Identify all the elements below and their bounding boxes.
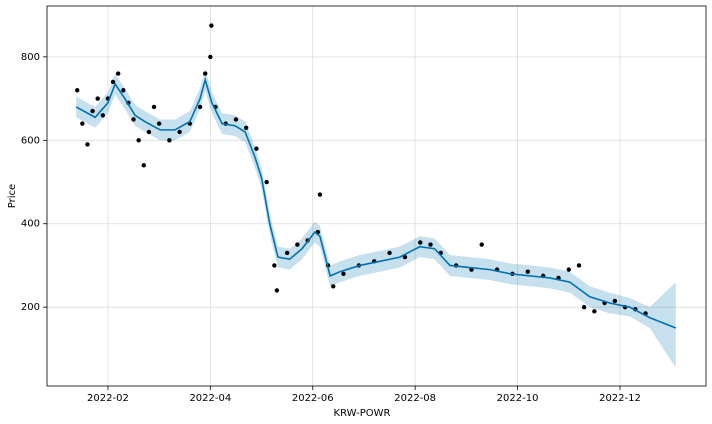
observation bbox=[272, 263, 277, 268]
observation bbox=[208, 54, 213, 60]
observation bbox=[167, 138, 172, 143]
observation bbox=[121, 88, 126, 93]
observation bbox=[317, 192, 323, 197]
observation bbox=[581, 304, 587, 310]
observation bbox=[284, 250, 290, 256]
observation bbox=[566, 267, 571, 272]
observation bbox=[156, 121, 162, 126]
observation bbox=[80, 121, 85, 126]
x-axis-label: KRW-POWR bbox=[334, 408, 391, 419]
observation bbox=[295, 242, 300, 247]
y-tick-label: 400 bbox=[21, 219, 40, 230]
observation bbox=[592, 309, 597, 314]
observation bbox=[100, 113, 106, 118]
observation bbox=[274, 288, 280, 293]
observation bbox=[75, 88, 80, 93]
observation bbox=[197, 104, 203, 110]
observation bbox=[151, 104, 157, 110]
observation bbox=[90, 108, 95, 114]
observation bbox=[146, 129, 152, 135]
uncertainty-band bbox=[76, 69, 676, 368]
observation bbox=[576, 263, 582, 268]
y-tick-label: 200 bbox=[21, 302, 40, 313]
observation bbox=[209, 23, 214, 28]
observation bbox=[203, 71, 208, 76]
forecast-line bbox=[75, 76, 677, 329]
x-tick-label: 2022-04 bbox=[189, 393, 231, 404]
observation bbox=[136, 138, 141, 143]
observation bbox=[612, 298, 618, 304]
observation bbox=[428, 242, 433, 247]
plot-frame bbox=[46, 5, 707, 387]
x-tick-label: 2022-12 bbox=[599, 393, 641, 404]
observation bbox=[479, 242, 484, 247]
observation bbox=[331, 284, 336, 289]
observation bbox=[254, 146, 259, 151]
observation bbox=[402, 254, 408, 260]
observation bbox=[115, 71, 121, 76]
x-tick-label: 2022-06 bbox=[292, 393, 334, 404]
observation bbox=[264, 179, 269, 185]
observation bbox=[418, 240, 423, 245]
observation bbox=[341, 271, 346, 276]
observation bbox=[177, 129, 182, 135]
observation bbox=[243, 125, 249, 131]
y-tick-label: 800 bbox=[21, 52, 40, 63]
observation bbox=[110, 79, 116, 85]
y-tick-label: 600 bbox=[21, 135, 40, 146]
observation bbox=[95, 96, 100, 101]
observation bbox=[85, 142, 90, 147]
y-axis-label: Price bbox=[7, 184, 18, 208]
x-tick-label: 2022-08 bbox=[394, 393, 436, 404]
observation bbox=[141, 163, 146, 168]
observation bbox=[387, 250, 392, 256]
x-tick-label: 2022-02 bbox=[87, 393, 129, 404]
observation bbox=[233, 117, 239, 122]
x-tick-label: 2022-10 bbox=[497, 393, 539, 404]
observation bbox=[525, 269, 531, 274]
observation bbox=[131, 117, 136, 122]
